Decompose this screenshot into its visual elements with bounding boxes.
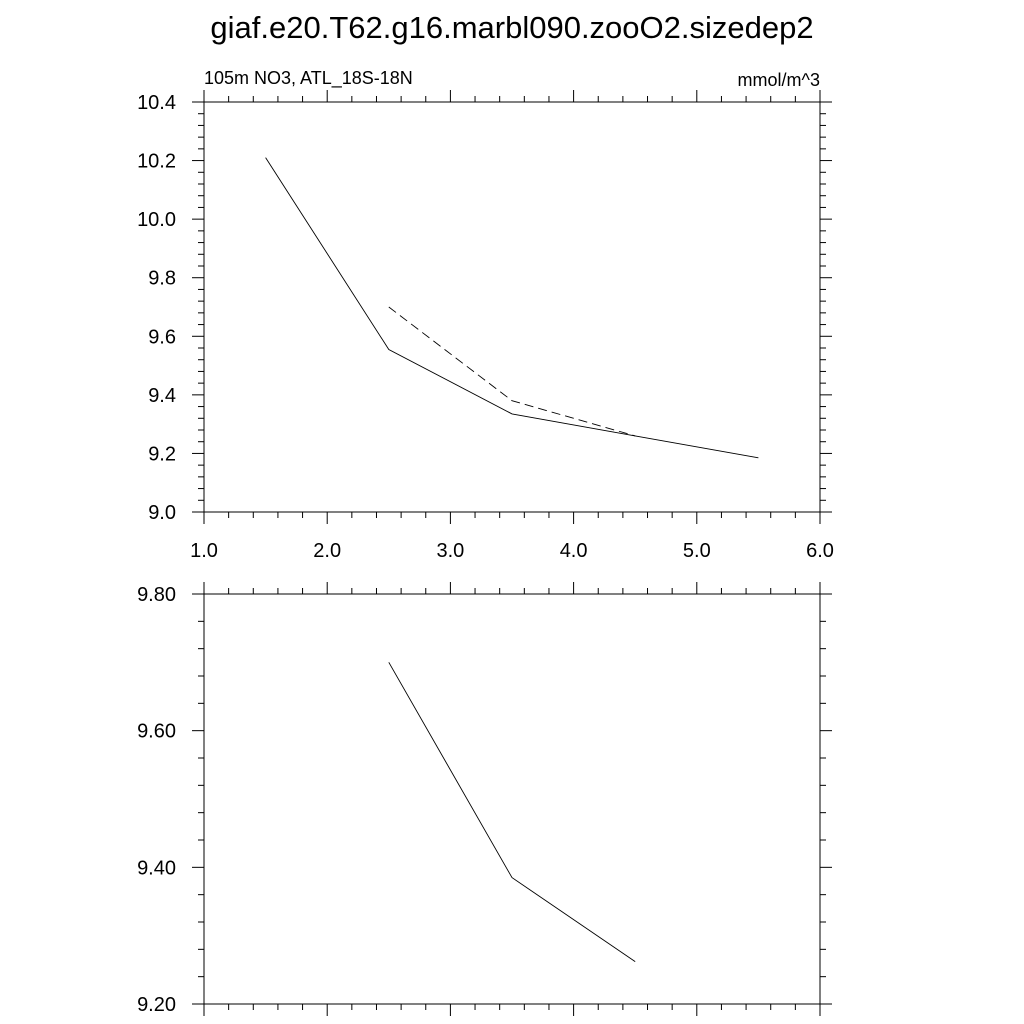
page-title: giaf.e20.T62.g16.marbl090.zooO2.sizedep2 bbox=[210, 10, 813, 45]
y-tick-label: 9.2 bbox=[148, 443, 176, 465]
y-tick-label: 9.8 bbox=[148, 268, 176, 290]
y-tick-label: 9.4 bbox=[148, 385, 176, 407]
y-tick-label: 10.4 bbox=[137, 92, 176, 114]
y-tick-label: 9.80 bbox=[137, 584, 176, 606]
x-tick-label: 6.0 bbox=[806, 540, 834, 562]
solid-series-line bbox=[265, 157, 759, 459]
y-tick-label: 10.0 bbox=[137, 209, 176, 231]
top-panel-left-title: 105m NO3, ATL_18S-18N bbox=[204, 68, 413, 89]
solid-series-line bbox=[388, 662, 636, 962]
y-tick-label: 10.2 bbox=[137, 151, 176, 173]
y-tick-label: 9.40 bbox=[137, 857, 176, 879]
x-tick-label: 5.0 bbox=[683, 540, 711, 562]
top-panel: 105m NO3, ATL_18S-18N mmol/m^3 1.0 2.0 3.0… bbox=[137, 68, 834, 562]
bottom-plot-frame bbox=[203, 593, 821, 1005]
x-tick-label: 1.0 bbox=[190, 540, 218, 562]
y-tick-label: 9.0 bbox=[148, 502, 176, 524]
x-tick-label: 3.0 bbox=[436, 540, 464, 562]
dashed-series-line bbox=[388, 306, 636, 437]
y-tick-label: 9.6 bbox=[148, 326, 176, 348]
y-tick-label: 9.20 bbox=[137, 994, 176, 1016]
top-plot-frame bbox=[203, 101, 821, 513]
bottom-panel: 9.20 9.40 9.60 9.80 bbox=[137, 582, 832, 1016]
top-panel-right-title: mmol/m^3 bbox=[738, 70, 820, 90]
x-tick-label: 4.0 bbox=[560, 540, 588, 562]
y-tick-label: 9.60 bbox=[137, 721, 176, 743]
x-tick-label: 2.0 bbox=[313, 540, 341, 562]
